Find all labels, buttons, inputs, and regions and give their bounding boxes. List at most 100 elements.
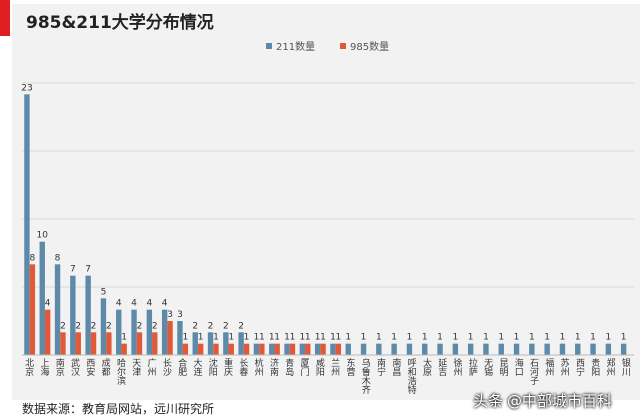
data-label-211-35: 1 bbox=[560, 333, 566, 343]
data-label-211-10: 3 bbox=[177, 310, 183, 320]
data-label-211-34: 1 bbox=[544, 333, 550, 343]
category-label-20: 兰州 bbox=[331, 357, 340, 378]
data-label-211-16: 1 bbox=[269, 333, 275, 343]
bar-985-2 bbox=[60, 332, 66, 355]
category-label-16: 济南 bbox=[270, 357, 279, 378]
bar-211-15 bbox=[253, 343, 260, 355]
watermark: 头条 @中部城市百科 bbox=[473, 390, 612, 411]
data-label-985-9: 3 bbox=[167, 310, 173, 320]
bar-211-34 bbox=[544, 343, 550, 355]
bar-985-14 bbox=[243, 343, 250, 355]
legend-item-985: 985数量 bbox=[340, 38, 389, 53]
bar-211-30 bbox=[483, 343, 489, 355]
bar-985-16 bbox=[274, 343, 280, 355]
data-label-211-9: 4 bbox=[162, 299, 168, 309]
legend-swatch-211 bbox=[266, 42, 272, 49]
category-label-25: 呼和浩特 bbox=[408, 358, 417, 396]
bar-211-9 bbox=[161, 309, 168, 355]
data-label-985-19: 1 bbox=[320, 333, 326, 343]
bar-211-28 bbox=[452, 343, 459, 355]
category-label-31: 昆明 bbox=[499, 358, 508, 378]
bar-985-5 bbox=[106, 332, 112, 355]
bar-211-25 bbox=[406, 343, 413, 355]
data-label-211-15: 1 bbox=[254, 333, 260, 343]
data-label-211-8: 4 bbox=[146, 299, 152, 309]
data-label-985-1: 4 bbox=[45, 299, 51, 309]
data-label-985-3: 2 bbox=[75, 321, 81, 331]
bar-211-17 bbox=[284, 343, 290, 355]
data-label-211-11: 2 bbox=[192, 321, 198, 331]
data-label-985-5: 2 bbox=[106, 321, 112, 331]
category-label-29: 拉萨 bbox=[469, 357, 478, 378]
data-label-985-14: 1 bbox=[244, 333, 250, 343]
category-label-26: 太原 bbox=[423, 357, 432, 378]
bar-211-2 bbox=[54, 264, 61, 355]
bar-211-18 bbox=[299, 343, 306, 355]
data-label-211-38: 1 bbox=[605, 333, 611, 343]
data-label-211-0: 23 bbox=[21, 83, 32, 93]
data-label-211-19: 1 bbox=[315, 333, 321, 343]
category-label-2: 南京 bbox=[56, 357, 65, 378]
data-label-211-7: 4 bbox=[131, 299, 137, 309]
bar-211-27 bbox=[437, 343, 443, 355]
title-accent-bar bbox=[0, 0, 10, 36]
data-source-note: 数据来源：教育局网站，远川研究所 bbox=[22, 402, 215, 416]
category-label-12: 沈阳 bbox=[209, 357, 218, 378]
data-label-211-39: 1 bbox=[621, 333, 627, 343]
data-label-211-28: 1 bbox=[452, 333, 458, 343]
category-label-3: 武汉 bbox=[71, 357, 80, 378]
category-label-24: 南昌 bbox=[392, 357, 401, 378]
category-label-35: 苏州 bbox=[561, 357, 570, 378]
data-label-985-17: 1 bbox=[290, 333, 296, 343]
bar-985-7 bbox=[136, 332, 143, 355]
bar-211-0 bbox=[24, 94, 30, 355]
category-label-0: 北京 bbox=[25, 358, 34, 378]
category-label-4: 西安 bbox=[86, 358, 95, 378]
bar-211-26 bbox=[422, 343, 428, 355]
data-label-985-8: 2 bbox=[152, 321, 158, 331]
data-label-211-33: 1 bbox=[529, 333, 535, 343]
category-label-6: 哈尔滨 bbox=[117, 357, 126, 387]
bar-211-16 bbox=[269, 343, 275, 355]
bar-211-35 bbox=[559, 343, 566, 355]
data-label-211-30: 1 bbox=[483, 333, 489, 343]
data-label-211-24: 1 bbox=[391, 333, 397, 343]
bar-211-22 bbox=[360, 343, 367, 355]
category-label-23: 南宁 bbox=[377, 357, 386, 378]
data-label-211-13: 2 bbox=[223, 321, 229, 331]
bar-211-5 bbox=[100, 298, 107, 355]
category-label-32: 海口 bbox=[515, 357, 524, 378]
bar-985-12 bbox=[213, 343, 219, 355]
legend-label-985: 985数量 bbox=[350, 42, 390, 53]
category-label-1: 上海 bbox=[40, 358, 49, 378]
bar-211-23 bbox=[376, 343, 382, 355]
data-label-211-37: 1 bbox=[590, 333, 596, 343]
data-label-985-11: 1 bbox=[198, 333, 204, 343]
data-label-211-26: 1 bbox=[422, 333, 428, 343]
bar-211-19 bbox=[314, 343, 321, 355]
category-label-8: 广州 bbox=[148, 357, 157, 378]
category-label-14: 长春 bbox=[239, 357, 248, 378]
data-label-985-6: 1 bbox=[121, 333, 127, 343]
data-label-211-21: 1 bbox=[345, 333, 351, 343]
bar-985-19 bbox=[320, 343, 326, 355]
data-label-211-32: 1 bbox=[514, 333, 520, 343]
data-label-211-1: 10 bbox=[37, 231, 49, 241]
data-label-211-20: 1 bbox=[330, 333, 336, 343]
bar-985-3 bbox=[75, 332, 81, 355]
data-label-211-6: 4 bbox=[116, 299, 122, 309]
data-label-211-12: 2 bbox=[208, 321, 214, 331]
bar-211-37 bbox=[590, 343, 596, 355]
watermark-prefix: 头条 bbox=[472, 392, 503, 410]
bar-985-18 bbox=[305, 343, 311, 355]
data-label-211-36: 1 bbox=[575, 333, 581, 343]
legend-swatch-985 bbox=[340, 42, 346, 49]
data-label-211-17: 1 bbox=[284, 333, 290, 343]
bar-211-20 bbox=[330, 343, 336, 355]
category-label-21: 东营 bbox=[346, 357, 355, 378]
bar-211-33 bbox=[529, 343, 535, 355]
bar-211-8 bbox=[146, 309, 153, 355]
watermark-handle: @中部城市百科 bbox=[506, 392, 612, 410]
bar-211-7 bbox=[131, 309, 137, 355]
category-label-7: 天津 bbox=[132, 359, 141, 378]
